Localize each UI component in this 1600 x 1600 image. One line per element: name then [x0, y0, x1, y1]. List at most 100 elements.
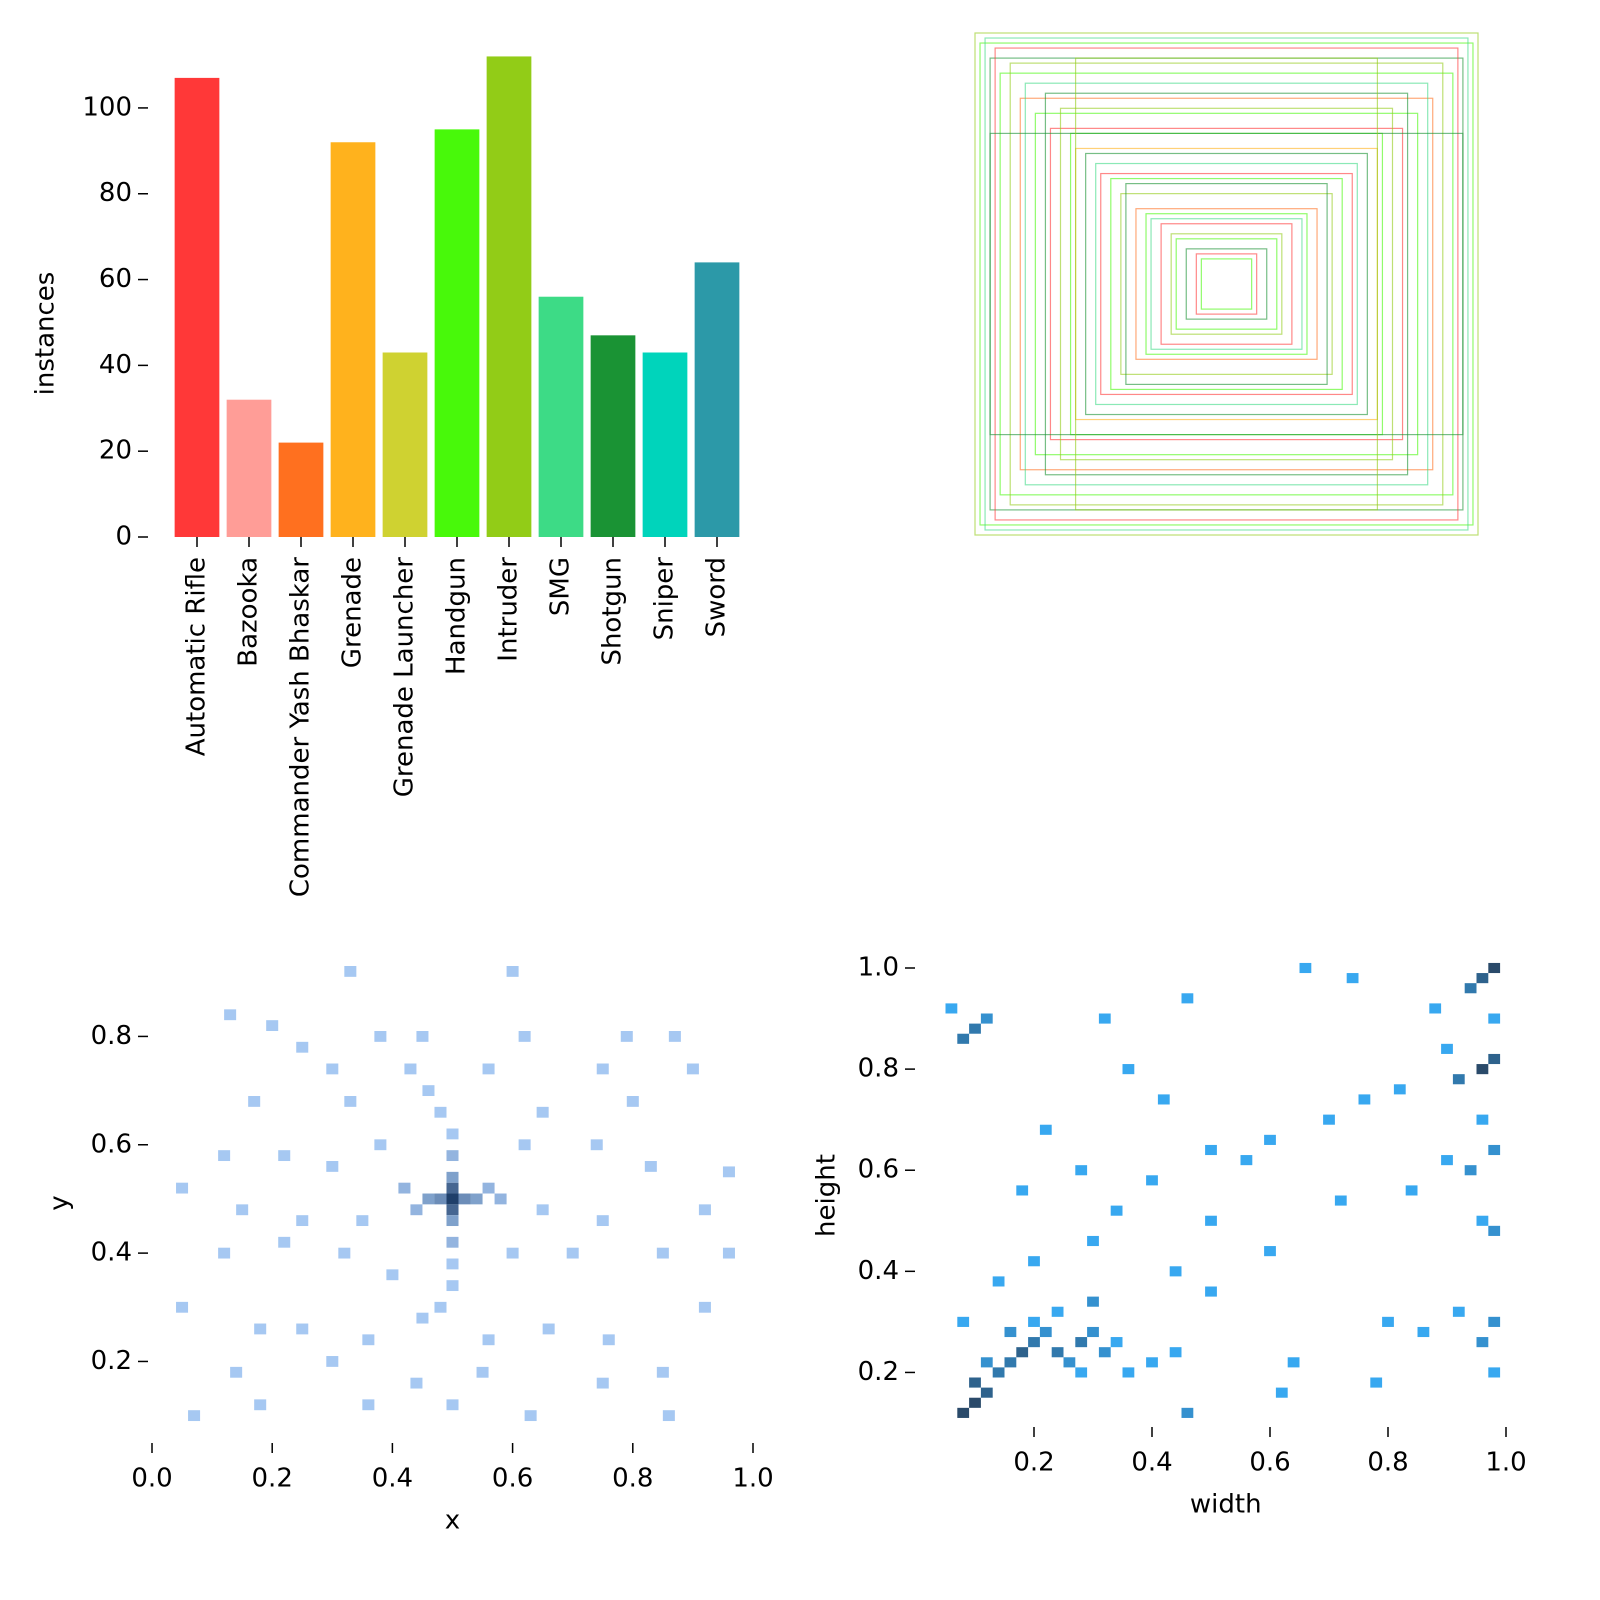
hist-cell [992, 1367, 1005, 1378]
bar [642, 352, 688, 537]
hist-cell [1051, 1306, 1064, 1317]
box [1110, 177, 1343, 391]
box [1100, 172, 1353, 396]
hist-cell [1417, 1326, 1430, 1338]
box [1095, 162, 1358, 406]
x-tick-label: 0.4 [1131, 1448, 1172, 1478]
hist-cell [1110, 1205, 1123, 1216]
hist-cell [656, 1247, 669, 1259]
hist-cell [1075, 1367, 1088, 1378]
hist-cell [590, 1139, 603, 1151]
hist-cell [1476, 973, 1489, 984]
box [1200, 258, 1253, 310]
box [994, 47, 1459, 521]
hist-cell [596, 1377, 609, 1389]
hist-cell [446, 1171, 459, 1183]
hist-cell [1346, 973, 1359, 984]
bar [382, 352, 428, 537]
hist-cell [362, 1399, 375, 1411]
hist-cell [1157, 1094, 1170, 1105]
hist-cell [1039, 1124, 1052, 1135]
x-tick-label: 1.0 [1485, 1448, 1526, 1478]
x-tick-label: Sword [702, 557, 732, 637]
hist-cell [980, 1387, 993, 1398]
hist-cell [1063, 1357, 1076, 1368]
box [1125, 183, 1328, 386]
hist-cell [1169, 1266, 1182, 1277]
x-tick-label: 0.6 [1249, 1448, 1290, 1478]
hist-cell [1488, 1053, 1501, 1065]
hist-cell [518, 1139, 531, 1151]
y-tick-label: 1.0 [858, 953, 899, 983]
y-axis-label: y [45, 1195, 75, 1210]
box [984, 37, 1469, 531]
hist-cell [980, 1013, 993, 1024]
hist-cell [446, 1150, 459, 1162]
hist-cell [969, 1377, 981, 1388]
box [1135, 208, 1318, 360]
hist-cell [662, 1410, 675, 1422]
hist-cell [398, 1182, 411, 1194]
hist-cell [494, 1193, 507, 1205]
hist-cell [176, 1182, 189, 1194]
x-tick-label: SMG [546, 557, 576, 616]
hist-cell [446, 1236, 459, 1248]
hist-cell [602, 1334, 615, 1346]
hist-cell [1358, 1094, 1371, 1105]
hist-cell [1264, 1134, 1276, 1145]
hist-cell [1405, 1185, 1418, 1196]
hist-cell [1110, 1337, 1123, 1348]
hist-cell [1452, 1074, 1465, 1085]
hist-cell [1004, 1326, 1017, 1338]
bar [330, 142, 376, 537]
hist-cell [254, 1399, 267, 1411]
x-tick-label: Intruder [494, 557, 524, 662]
box [999, 72, 1454, 496]
hist-cell [404, 1063, 417, 1075]
hist-cell [1004, 1357, 1017, 1368]
hist-cell [1370, 1377, 1383, 1388]
hist-cell [446, 1280, 459, 1292]
hist-cell [470, 1193, 483, 1205]
hist-cell [230, 1366, 243, 1378]
hist-cell [992, 1276, 1005, 1287]
hist-cell [1075, 1337, 1088, 1348]
x-tick-label: 0.4 [372, 1464, 413, 1494]
box [1185, 248, 1268, 320]
y-axis-label: height [812, 1154, 842, 1237]
hist-cell [596, 1063, 609, 1075]
hist-cell [1382, 1316, 1394, 1327]
hist-cell [374, 1031, 387, 1042]
hist-cell [248, 1096, 261, 1107]
x-axis-label: width [1190, 1490, 1262, 1520]
hist-cell [326, 1356, 339, 1367]
hist-cell [410, 1377, 423, 1389]
hist-cell [446, 1258, 459, 1270]
bar [174, 77, 220, 538]
hist-cell [1488, 962, 1501, 974]
y-tick-label: 0.8 [91, 1021, 132, 1051]
hist-cell [1476, 1337, 1489, 1348]
hist-cell [1429, 1003, 1442, 1014]
hist-cell [1488, 1316, 1501, 1327]
x-tick-label: Automatic Rifle [182, 557, 212, 756]
hist-cell [1087, 1326, 1099, 1338]
hist-cell [722, 1166, 735, 1178]
hist-cell [1181, 993, 1194, 1004]
box [1024, 82, 1429, 486]
y-axis-label: instances [31, 272, 61, 396]
box [1195, 253, 1258, 315]
hist-cell [1488, 1225, 1501, 1236]
hist-cell [1098, 1347, 1111, 1358]
hist-cell [506, 1247, 519, 1259]
y-tick-label: 80 [99, 178, 132, 208]
x-tick-label: 0.2 [1013, 1448, 1054, 1478]
hist-cell [446, 1399, 459, 1411]
hist-cell [518, 1031, 531, 1042]
hist-cell [1028, 1337, 1040, 1348]
hist-cell [1334, 1195, 1347, 1206]
box [1170, 233, 1283, 335]
hist-cell [1122, 1367, 1135, 1378]
hist-cell [1299, 962, 1312, 974]
hist-cell [278, 1150, 291, 1162]
